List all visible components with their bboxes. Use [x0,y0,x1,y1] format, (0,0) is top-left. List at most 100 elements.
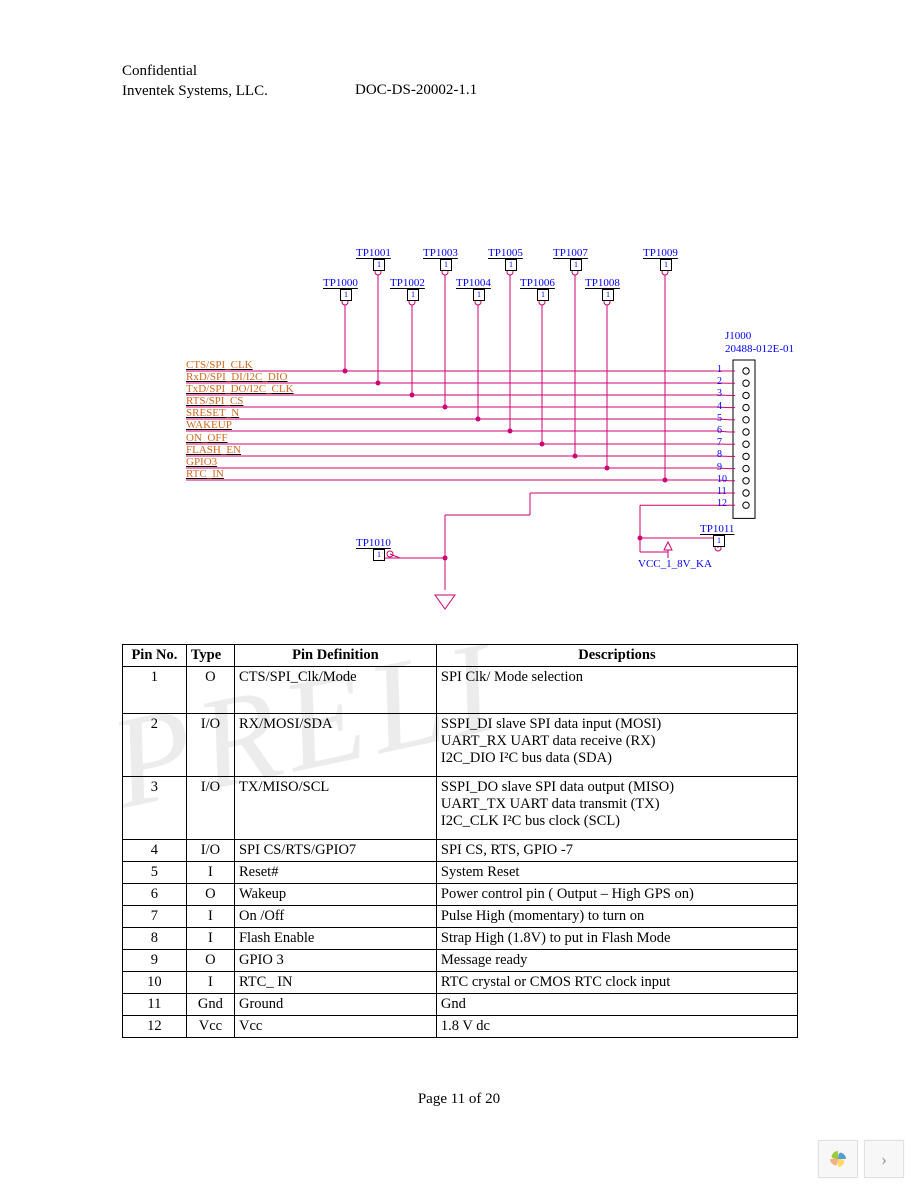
cell-definition: On /Off [234,906,436,928]
page-footer: Page 11 of 20 [0,1091,918,1108]
cell-type: I/O [186,840,234,862]
cell-pin-no: 12 [123,1016,187,1038]
test-point-pin: 1 [537,289,549,301]
signal-label: FLASH_EN [186,444,241,456]
cell-definition: Wakeup [234,884,436,906]
test-point-pin: 1 [373,259,385,271]
connector-pin-number: 5 [717,413,722,424]
test-point-label: TP1011 [700,523,734,535]
cell-pin-no: 10 [123,972,187,994]
cell-type: O [186,667,234,714]
test-point-pin: 1 [407,289,419,301]
cell-definition: RTC_ IN [234,972,436,994]
signal-label: RTS/SPI_CS [186,395,243,407]
test-point-label: TP1003 [423,247,458,259]
test-point-pin: 1 [473,289,485,301]
table-row: 5IReset#System Reset [123,862,798,884]
header-block: Confidential Inventek Systems, LLC. [122,62,268,101]
pin-definition-table: Pin No. Type Pin Definition Descriptions… [122,644,798,1038]
next-button[interactable]: › [864,1140,904,1178]
cell-pin-no: 11 [123,994,187,1016]
th-description: Descriptions [436,645,797,667]
chevron-right-icon: › [881,1149,887,1170]
connector-pin-number: 6 [717,425,722,436]
vcc-label: VCC_1_8V_KA [638,558,712,570]
cell-pin-no: 3 [123,777,187,840]
test-point-label: TP1001 [356,247,391,259]
test-point-label: TP1005 [488,247,523,259]
cell-definition: Ground [234,994,436,1016]
cell-type: Gnd [186,994,234,1016]
table-row: 1OCTS/SPI_Clk/ModeSPI Clk/ Mode selectio… [123,667,798,714]
cell-pin-no: 6 [123,884,187,906]
logo-button[interactable] [818,1140,858,1178]
connector-pin-number: 4 [717,401,722,412]
cell-type: I/O [186,714,234,777]
connector-pin-number: 7 [717,437,722,448]
connector-label: J100020488-012E-01 [725,330,794,356]
cell-description: RTC crystal or CMOS RTC clock input [436,972,797,994]
signal-label: GPIO3 [186,456,217,468]
connector-pin-number: 2 [717,376,722,387]
signal-label: TxD/SPI_DO/I2C_CLK [186,383,294,395]
test-point-label: TP1002 [390,277,425,289]
cell-pin-no: 7 [123,906,187,928]
table-row: 6OWakeupPower control pin ( Output – Hig… [123,884,798,906]
cell-description: 1.8 V dc [436,1016,797,1038]
cell-description: System Reset [436,862,797,884]
test-point-label: TP1007 [553,247,588,259]
logo-icon [827,1148,849,1170]
signal-label: CTS/SPI_CLK [186,359,253,371]
test-point-pin: 1 [340,289,352,301]
cell-type: I [186,862,234,884]
test-point-pin: 1 [505,259,517,271]
cell-description: SSPI_DO slave SPI data output (MISO)UART… [436,777,797,840]
connector-pin-number: 3 [717,388,722,399]
signal-label: SRESET_N [186,407,239,419]
connector-pin-number: 8 [717,449,722,460]
cell-pin-no: 8 [123,928,187,950]
connector-pin-number: 10 [717,474,727,485]
document-id: DOC-DS-20002-1.1 [355,82,477,99]
table-row: 12VccVcc1.8 V dc [123,1016,798,1038]
test-point-label: TP1008 [585,277,620,289]
cell-type: I/O [186,777,234,840]
table-row: 2I/ORX/MOSI/SDASSPI_DI slave SPI data in… [123,714,798,777]
table-row: 8IFlash EnableStrap High (1.8V) to put i… [123,928,798,950]
test-point-pin: 1 [713,535,725,547]
signal-label: RTC_IN [186,468,224,480]
cell-description: SPI Clk/ Mode selection [436,667,797,714]
cell-description: Power control pin ( Output – High GPS on… [436,884,797,906]
test-point-pin: 1 [570,259,582,271]
table-row: 9OGPIO 3Message ready [123,950,798,972]
test-point-pin: 1 [660,259,672,271]
cell-pin-no: 1 [123,667,187,714]
schematic-diagram: TP10001TP10011TP10021TP10031TP10041TP100… [120,240,800,620]
cell-definition: GPIO 3 [234,950,436,972]
cell-type: O [186,950,234,972]
test-point-pin: 1 [602,289,614,301]
th-definition: Pin Definition [234,645,436,667]
test-point-label: TP1010 [356,537,391,549]
test-point-pin: 1 [373,549,385,561]
cell-definition: SPI CS/RTS/GPIO7 [234,840,436,862]
cell-definition: Flash Enable [234,928,436,950]
confidential-label: Confidential [122,62,268,82]
test-point-label: TP1006 [520,277,555,289]
connector-pin-number: 1 [717,364,722,375]
cell-description: Gnd [436,994,797,1016]
cell-type: I [186,928,234,950]
cell-definition: CTS/SPI_Clk/Mode [234,667,436,714]
cell-description: Strap High (1.8V) to put in Flash Mode [436,928,797,950]
cell-description: Message ready [436,950,797,972]
th-pin-no: Pin No. [123,645,187,667]
signal-label: WAKEUP [186,419,232,431]
cell-pin-no: 4 [123,840,187,862]
test-point-label: TP1009 [643,247,678,259]
table-row: 7IOn /OffPulse High (momentary) to turn … [123,906,798,928]
test-point-pin: 1 [440,259,452,271]
cell-definition: RX/MOSI/SDA [234,714,436,777]
connector-pin-number: 11 [717,486,727,497]
cell-type: O [186,884,234,906]
cell-pin-no: 9 [123,950,187,972]
